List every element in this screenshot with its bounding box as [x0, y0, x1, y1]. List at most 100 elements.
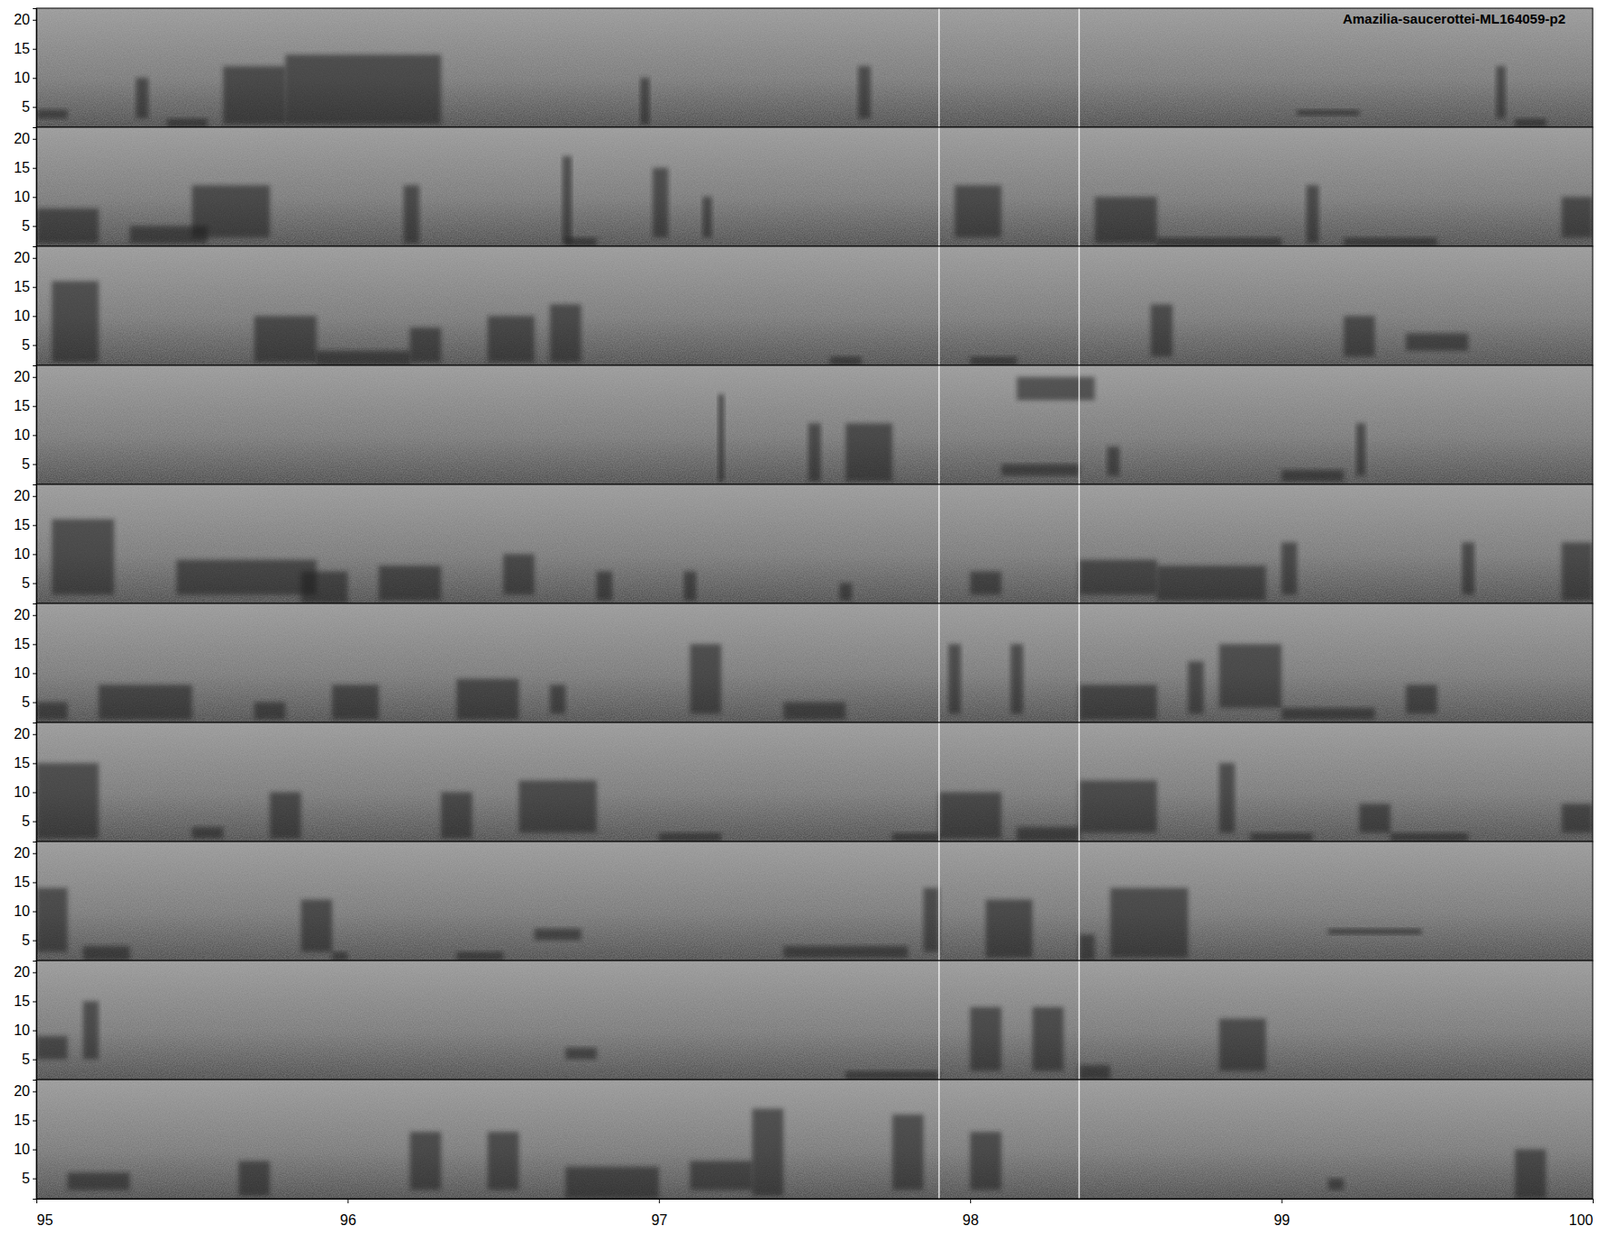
sound-event: [954, 185, 1001, 239]
y-tick-label: 15: [13, 636, 30, 652]
sound-event: [1219, 1019, 1266, 1072]
y-tick: 15: [13, 279, 37, 295]
panel: 5101520: [13, 127, 1593, 248]
sound-event: [783, 946, 909, 959]
cursor-line: [1078, 8, 1080, 128]
y-axis: 5 10 15 20: [13, 961, 37, 1081]
y-tick: 20: [13, 130, 37, 147]
sound-event: [51, 519, 114, 595]
y-tick: 20: [13, 369, 37, 385]
y-tick-label: 20: [13, 845, 30, 861]
sound-event: [254, 316, 317, 363]
sound-event: [440, 792, 472, 840]
cursor-line: [938, 484, 940, 604]
y-tick-mark: [32, 882, 37, 884]
y-tick-label: 10: [13, 1141, 30, 1158]
panel-frame: [36, 1080, 1593, 1200]
sound-event: [690, 644, 721, 715]
panel-background: [36, 8, 1593, 128]
y-tick-mark: [32, 853, 37, 855]
sound-event: [1514, 1150, 1546, 1200]
y-axis-line: [32, 961, 38, 1081]
events: [718, 365, 1366, 485]
events: [51, 484, 1593, 604]
sound-event: [1328, 929, 1422, 935]
y-tick-mark: [32, 226, 37, 228]
y-tick-mark: [32, 496, 37, 498]
y-tick: 10: [13, 1022, 37, 1039]
sound-event: [36, 110, 68, 120]
sound-event: [970, 356, 1017, 366]
sound-event: [1343, 316, 1375, 358]
y-tick: 10: [13, 903, 37, 920]
y-tick: 5: [21, 1051, 37, 1068]
y-tick: 10: [13, 189, 37, 205]
panel-background: [36, 960, 1593, 1080]
sound-event: [191, 185, 270, 239]
y-tick-mark: [32, 197, 37, 199]
cursor-line: [938, 841, 940, 961]
y-tick-label: 15: [13, 1112, 30, 1129]
x-tick-label: 96: [340, 1212, 357, 1229]
sound-event: [652, 168, 669, 239]
y-tick-label: 20: [13, 964, 30, 980]
sound-event: [845, 1070, 940, 1080]
y-tick: 20: [13, 11, 37, 28]
y-tick: 5: [21, 337, 37, 353]
y-tick: 10: [13, 784, 37, 800]
panel: 5 10 15 20: [13, 841, 1593, 962]
panel-background: [36, 841, 1593, 961]
x-tick-label: 97: [650, 1212, 668, 1229]
y-tick-mark: [32, 583, 37, 585]
sound-event: [36, 1036, 68, 1060]
cursor-line: [1078, 722, 1080, 842]
sound-event: [1561, 197, 1593, 239]
x-tick-label: 99: [1273, 1212, 1290, 1229]
sound-event: [839, 583, 852, 601]
panel-frame: [36, 722, 1593, 842]
y-tick: 15: [13, 517, 37, 533]
y-tick: 5: [21, 813, 37, 830]
cursor-line: [938, 127, 940, 247]
y-tick-label: 5: [21, 99, 30, 115]
sound-event: [487, 1132, 519, 1191]
panel-background: [36, 484, 1593, 604]
panel-background: [36, 246, 1593, 366]
sound-event: [36, 208, 99, 243]
y-axis: 5101520: [13, 128, 37, 248]
y-tick-label: 5: [21, 932, 30, 949]
y-tick-mark: [32, 377, 37, 379]
y-tick: 5: [21, 1170, 37, 1187]
events: [67, 1080, 1546, 1200]
y-tick-label: 10: [13, 903, 30, 920]
panel-frame: [36, 841, 1593, 961]
y-tick-mark: [32, 972, 37, 974]
y-tick-label: 15: [13, 279, 30, 295]
sound-event: [858, 66, 871, 120]
y-axis-line: [32, 842, 38, 962]
sound-event: [1000, 464, 1080, 477]
sound-event: [1150, 304, 1173, 358]
sound-event: [1010, 644, 1024, 715]
sound-event: [1017, 377, 1096, 401]
x-tick: 100: [1569, 1199, 1594, 1229]
events: [36, 722, 1593, 842]
y-tick-label: 10: [13, 1022, 30, 1039]
sound-event: [1250, 832, 1312, 842]
sound-event: [550, 304, 581, 363]
y-tick: 15: [13, 874, 37, 890]
y-tick-label: 5: [21, 575, 30, 591]
x-tick-mark: [970, 1199, 971, 1204]
x-axis-line: [37, 1200, 1594, 1205]
sound-event: [1356, 423, 1366, 477]
y-tick-mark: [32, 464, 37, 466]
sound-event: [1359, 803, 1390, 833]
y-axis: 5 10 15 20: [13, 842, 37, 962]
sound-event: [270, 792, 301, 840]
sound-event: [1032, 1007, 1064, 1071]
y-tick-label: 15: [13, 993, 30, 1010]
sound-event: [410, 327, 441, 362]
y-tick-mark: [32, 763, 37, 765]
sound-event: [845, 423, 892, 482]
sound-event: [82, 1001, 99, 1060]
